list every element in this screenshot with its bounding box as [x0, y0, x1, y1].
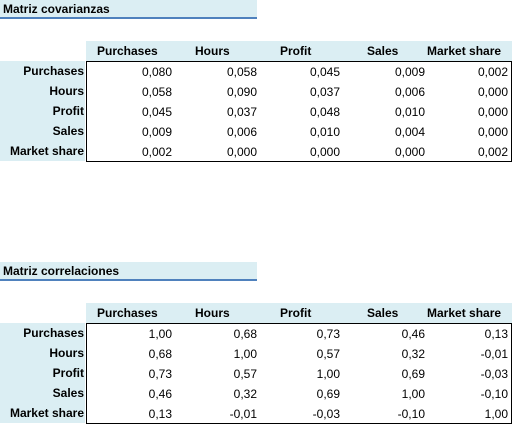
- covariance-cell[interactable]: 0,010: [309, 125, 340, 139]
- correlation-cell[interactable]: 0,69: [316, 387, 340, 401]
- correlation-column-header-row: Purchases Hours Profit Sales Market shar…: [86, 303, 512, 323]
- covariance-col-header-market-share: Market share: [427, 44, 502, 58]
- covariance-cell[interactable]: 0,006: [394, 85, 425, 99]
- covariance-cell[interactable]: 0,037: [309, 85, 340, 99]
- correlation-cell[interactable]: 1,00: [484, 407, 508, 421]
- correlation-row-header-hours: Hours: [0, 343, 85, 363]
- covariance-cell[interactable]: 0,045: [309, 65, 340, 79]
- covariance-cell[interactable]: 0,000: [477, 105, 508, 119]
- covariance-row-header-profit: Profit: [0, 101, 85, 121]
- correlation-col-header-purchases: Purchases: [97, 306, 158, 320]
- covariance-cell[interactable]: 0,000: [226, 145, 257, 159]
- covariance-cell[interactable]: 0,004: [394, 125, 425, 139]
- covariance-col-header-purchases: Purchases: [97, 44, 158, 58]
- correlation-col-header-hours: Hours: [195, 306, 230, 320]
- covariance-title-bar: Matriz covarianzas: [0, 0, 257, 19]
- correlation-row-header-purchases: Purchases: [0, 323, 85, 343]
- covariance-row-header-hours: Hours: [0, 81, 85, 101]
- correlation-cell[interactable]: -0,10: [397, 407, 425, 421]
- covariance-cell[interactable]: 0,058: [141, 85, 172, 99]
- correlation-cell[interactable]: 0,13: [484, 327, 508, 341]
- correlation-cell[interactable]: 0,57: [316, 347, 340, 361]
- correlation-cell[interactable]: 0,46: [148, 387, 172, 401]
- covariance-cell[interactable]: 0,002: [141, 145, 172, 159]
- covariance-cell[interactable]: 0,000: [477, 125, 508, 139]
- correlation-values-grid: 1,00 0,68 0,73 0,46 0,13 0,68 1,00 0,57 …: [86, 323, 512, 424]
- covariance-cell[interactable]: 0,009: [394, 65, 425, 79]
- covariance-col-header-profit: Profit: [280, 44, 312, 58]
- covariance-cell[interactable]: 0,080: [141, 65, 172, 79]
- covariance-column-header-row: Purchases Hours Profit Sales Market shar…: [86, 41, 512, 61]
- covariance-cell[interactable]: 0,037: [226, 105, 257, 119]
- covariance-col-header-sales: Sales: [367, 44, 399, 58]
- correlation-col-header-market-share: Market share: [427, 306, 502, 320]
- covariance-cell[interactable]: 0,000: [477, 85, 508, 99]
- correlation-cell[interactable]: 0,69: [401, 367, 425, 381]
- covariance-cell[interactable]: 0,009: [141, 125, 172, 139]
- covariance-cell[interactable]: 0,006: [226, 125, 257, 139]
- correlation-col-header-profit: Profit: [280, 306, 312, 320]
- correlation-cell[interactable]: -0,01: [480, 347, 508, 361]
- covariance-cell[interactable]: 0,002: [477, 65, 508, 79]
- covariance-cell[interactable]: 0,010: [394, 105, 425, 119]
- covariance-col-header-hours: Hours: [195, 44, 230, 58]
- correlation-cell[interactable]: 1,00: [233, 347, 257, 361]
- covariance-cell[interactable]: 0,000: [309, 145, 340, 159]
- correlation-row-header-sales: Sales: [0, 383, 85, 403]
- covariance-cell[interactable]: 0,058: [226, 65, 257, 79]
- covariance-cell[interactable]: 0,090: [226, 85, 257, 99]
- correlation-cell[interactable]: 0,68: [148, 347, 172, 361]
- correlation-cell[interactable]: 0,57: [233, 367, 257, 381]
- correlation-cell[interactable]: 0,32: [401, 347, 425, 361]
- correlation-col-header-sales: Sales: [367, 306, 399, 320]
- correlation-cell[interactable]: 0,32: [233, 387, 257, 401]
- covariance-values-grid: 0,080 0,058 0,045 0,009 0,002 0,058 0,09…: [86, 61, 512, 162]
- correlation-cell[interactable]: 0,46: [401, 327, 425, 341]
- correlation-cell[interactable]: 0,73: [148, 367, 172, 381]
- correlation-row-header-profit: Profit: [0, 363, 85, 383]
- covariance-row-header-market-share: Market share: [0, 141, 85, 161]
- covariance-cell[interactable]: 0,002: [477, 145, 508, 159]
- covariance-row-header-purchases: Purchases: [0, 61, 85, 81]
- correlation-cell[interactable]: -0,01: [229, 407, 257, 421]
- covariance-cell[interactable]: 0,048: [309, 105, 340, 119]
- correlation-cell[interactable]: 0,68: [233, 327, 257, 341]
- correlation-row-header-market-share: Market share: [0, 403, 85, 423]
- correlation-cell[interactable]: 0,13: [148, 407, 172, 421]
- correlation-cell[interactable]: -0,10: [480, 387, 508, 401]
- covariance-cell[interactable]: 0,045: [141, 105, 172, 119]
- covariance-title: Matriz covarianzas: [3, 2, 110, 16]
- covariance-cell[interactable]: 0,000: [394, 145, 425, 159]
- correlation-cell[interactable]: 1,00: [316, 367, 340, 381]
- correlation-title-bar: Matriz correlaciones: [0, 262, 257, 281]
- correlation-cell[interactable]: 1,00: [401, 387, 425, 401]
- correlation-title: Matriz correlaciones: [3, 264, 120, 278]
- correlation-cell[interactable]: -0,03: [312, 407, 340, 421]
- correlation-cell[interactable]: 0,73: [316, 327, 340, 341]
- covariance-row-header-sales: Sales: [0, 121, 85, 141]
- correlation-cell[interactable]: -0,03: [480, 367, 508, 381]
- correlation-cell[interactable]: 1,00: [148, 327, 172, 341]
